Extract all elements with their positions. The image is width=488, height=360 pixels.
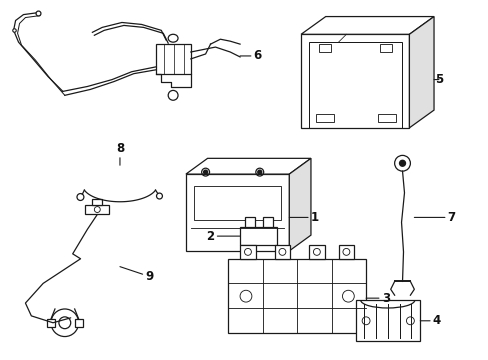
Bar	[85, 204, 109, 215]
Text: 4: 4	[419, 314, 440, 327]
Text: 1: 1	[289, 211, 318, 224]
Bar	[308, 42, 401, 128]
Bar	[356, 300, 419, 342]
Bar	[315, 114, 333, 122]
Polygon shape	[185, 158, 310, 174]
Text: 9: 9	[120, 267, 153, 283]
Circle shape	[257, 170, 261, 174]
Ellipse shape	[168, 34, 178, 42]
Bar	[262, 217, 272, 227]
Polygon shape	[301, 17, 433, 34]
Circle shape	[203, 170, 207, 174]
Bar	[379, 44, 391, 52]
Circle shape	[399, 160, 405, 166]
Bar	[228, 259, 366, 333]
Bar	[274, 245, 290, 259]
Bar	[47, 319, 55, 327]
Bar	[92, 199, 102, 204]
Text: 6: 6	[240, 49, 262, 62]
Text: 3: 3	[366, 292, 389, 305]
Bar	[338, 245, 353, 259]
Bar	[240, 245, 255, 259]
Polygon shape	[289, 158, 310, 251]
Text: 2: 2	[206, 230, 240, 243]
Bar	[185, 174, 289, 251]
Text: 7: 7	[413, 211, 455, 224]
Text: 5: 5	[433, 73, 442, 86]
Bar	[75, 319, 82, 327]
Polygon shape	[408, 17, 433, 128]
Bar	[308, 245, 324, 259]
Bar	[240, 227, 277, 245]
Bar	[244, 217, 254, 227]
Bar	[318, 44, 330, 52]
Bar	[377, 114, 395, 122]
Bar	[156, 44, 190, 74]
Bar	[301, 34, 408, 128]
Text: 8: 8	[116, 142, 124, 165]
Bar	[193, 186, 281, 220]
